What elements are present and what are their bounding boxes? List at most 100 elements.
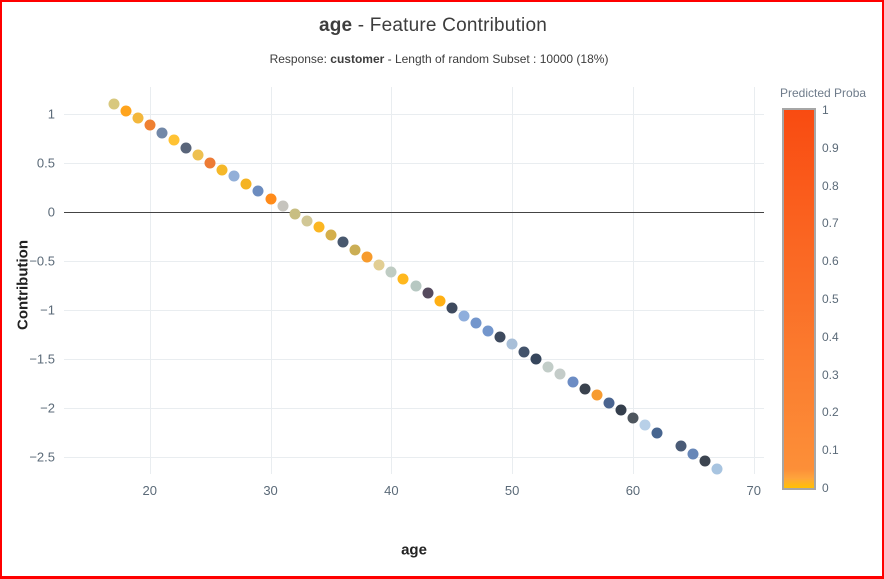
data-point[interactable] — [313, 221, 325, 233]
data-point[interactable] — [265, 193, 277, 205]
colorbar-title: Predicted Proba — [780, 86, 867, 100]
data-point[interactable] — [156, 127, 168, 139]
data-point[interactable] — [554, 368, 566, 380]
y-gridline — [64, 162, 764, 164]
data-point[interactable] — [349, 244, 361, 256]
y-gridline — [64, 260, 764, 262]
data-point[interactable] — [144, 119, 156, 131]
data-point[interactable] — [240, 178, 252, 190]
y-gridline — [64, 113, 764, 115]
y-gridline — [64, 457, 764, 459]
x-gridline — [632, 87, 634, 474]
y-tick-label: −1 — [40, 302, 55, 318]
data-point[interactable] — [591, 389, 603, 401]
colorbar-tick-label: 0.3 — [822, 367, 839, 382]
data-point[interactable] — [603, 397, 615, 409]
y-axis-title: Contribution — [14, 240, 32, 330]
x-tick-label: 30 — [263, 483, 278, 498]
data-point[interactable] — [494, 331, 506, 343]
data-point[interactable] — [615, 404, 627, 416]
plot-area[interactable]: 20 30 40 50 60 70 1 0.5 0 −0.5 −1 −1.5 −2 −2.5 — [29, 87, 764, 498]
x-tick-label: 20 — [142, 483, 157, 498]
x-tick-label: 70 — [746, 483, 761, 498]
data-point[interactable] — [542, 361, 554, 373]
data-point[interactable] — [699, 455, 711, 467]
y-tick-label: 1 — [47, 106, 55, 122]
y-tick-label: −2 — [40, 400, 55, 416]
colorbar-tick-label: 0.9 — [822, 140, 839, 155]
data-point[interactable] — [373, 259, 385, 271]
chart-title-feature: age — [318, 15, 353, 36]
y-gridline — [64, 408, 764, 410]
colorbar-tick-label: 0.4 — [822, 329, 839, 344]
data-point[interactable] — [192, 149, 204, 161]
data-point[interactable] — [651, 427, 663, 439]
y-tick-label: 0.5 — [36, 155, 55, 171]
colorbar-tick-label: 0.7 — [822, 216, 839, 231]
y-gridline — [64, 309, 764, 311]
data-point[interactable] — [470, 317, 482, 329]
x-axis-title: age — [401, 541, 427, 559]
subtitle-suffix: - Length of random Subset : 10000 (18%) — [384, 52, 609, 66]
colorbar-tick-label: 0.1 — [822, 443, 839, 458]
colorbar-tick-label: 0.6 — [822, 254, 839, 269]
data-point[interactable] — [108, 98, 120, 110]
data-point[interactable] — [434, 295, 446, 307]
data-point[interactable] — [518, 346, 530, 358]
data-point[interactable] — [506, 338, 518, 350]
data-point[interactable] — [711, 463, 723, 475]
chart-subtitle: Response: customer - Length of random Su… — [2, 52, 876, 66]
data-point[interactable] — [446, 302, 458, 314]
data-point[interactable] — [216, 164, 228, 175]
subtitle-response: customer — [330, 52, 385, 66]
data-point[interactable] — [530, 353, 542, 365]
data-point[interactable] — [337, 236, 349, 248]
data-point[interactable] — [687, 448, 699, 460]
data-point[interactable] — [180, 142, 192, 154]
data-point[interactable] — [252, 185, 264, 197]
data-point[interactable] — [204, 157, 216, 169]
subtitle-prefix: Response: — [269, 52, 331, 66]
data-point[interactable] — [120, 105, 132, 117]
x-gridline — [391, 87, 393, 474]
y-tick-label: −0.5 — [29, 253, 55, 269]
data-point[interactable] — [567, 376, 579, 388]
x-tick-label: 40 — [384, 483, 399, 498]
data-point[interactable] — [397, 273, 409, 285]
colorbar-tick-label: 0.2 — [822, 405, 839, 420]
colorbar-gradient — [782, 108, 816, 490]
colorbar-tick-label: 0.5 — [822, 292, 839, 306]
data-point[interactable] — [277, 200, 289, 212]
x-gridline — [270, 87, 272, 474]
colorbar-tick-label: 0 — [822, 481, 829, 495]
colorbar-ticks: 1 0.9 0.8 0.7 0.6 0.5 0.4 0.3 0.2 0.1 0 — [822, 103, 862, 495]
x-tick-label: 60 — [625, 483, 641, 498]
data-point[interactable] — [228, 170, 240, 182]
data-point[interactable] — [482, 325, 494, 337]
data-point[interactable] — [168, 134, 180, 146]
y-tick-label: −2.5 — [29, 449, 55, 465]
data-point[interactable] — [361, 251, 373, 263]
chart-title: age - Feature Contribution — [2, 15, 864, 37]
data-point[interactable] — [132, 112, 144, 124]
data-point[interactable] — [675, 440, 687, 452]
data-point[interactable] — [385, 266, 397, 278]
y-tick-label: −1.5 — [29, 351, 55, 367]
colorbar-tick-label: 1 — [822, 103, 829, 117]
x-gridline — [512, 87, 514, 474]
colorbar-tick-label: 0.8 — [822, 178, 839, 193]
data-point[interactable] — [627, 412, 639, 424]
x-gridline — [149, 87, 151, 474]
data-point[interactable] — [410, 280, 421, 292]
data-point[interactable] — [325, 229, 337, 241]
data-point[interactable] — [579, 383, 591, 395]
data-point[interactable] — [458, 310, 470, 322]
data-point[interactable] — [301, 215, 313, 227]
chart-title-rest: - Feature Contribution — [352, 15, 548, 36]
zero-line — [64, 211, 764, 213]
x-tick-label: 50 — [504, 483, 520, 498]
data-point[interactable] — [422, 287, 434, 299]
data-point[interactable] — [289, 208, 301, 220]
data-point[interactable] — [639, 419, 651, 431]
